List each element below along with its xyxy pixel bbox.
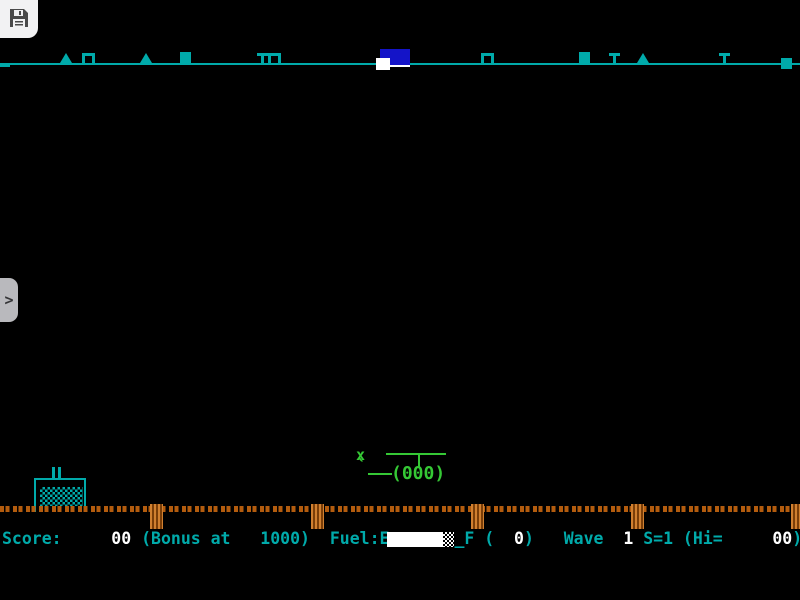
skyline-block-icon <box>579 52 590 63</box>
skyline-tower-icon <box>719 53 730 63</box>
skyline-gate-icon <box>82 53 95 63</box>
fuel-depot-roof <box>34 478 86 480</box>
skyline-block-icon <box>781 58 792 69</box>
chevron-right-icon: > <box>4 291 14 309</box>
fence-post-icon <box>791 504 800 529</box>
ship-hi-label: S=1 (Hi= <box>633 529 773 548</box>
wave-label: ) Wave <box>523 529 624 548</box>
depot-chimney-icon <box>52 467 55 478</box>
status-bar: Score: 00 (Bonus at 1000) Fuel:E _F ( 0) … <box>2 529 800 549</box>
hi-score-value: 00 <box>772 529 793 548</box>
ground-strip <box>0 506 800 512</box>
floppy-icon <box>8 7 30 32</box>
wave-value: 1 <box>623 529 634 548</box>
fence-post-icon <box>150 504 163 529</box>
helicopter-hook: ` <box>356 456 368 478</box>
skyline-player-marker-cursor <box>376 58 390 70</box>
helicopter-body: (000) <box>391 463 446 484</box>
fence-post-icon <box>631 504 644 529</box>
fuel-depot-wall <box>34 478 36 512</box>
helicopter-marker: x <box>356 446 366 464</box>
skyline-left-step <box>0 63 10 67</box>
fuel-qty-value: 0 <box>514 529 524 548</box>
fence-post-icon <box>471 504 484 529</box>
skyline-tree-icon <box>60 53 72 63</box>
depot-chimney-icon <box>58 467 61 478</box>
helicopter-rotor-icon <box>386 453 446 455</box>
score-label: Score: <box>2 529 112 548</box>
skyline-gate-icon <box>481 53 494 63</box>
skyline-player-marker-underline <box>390 65 410 67</box>
skyline-gate-icon <box>268 53 281 63</box>
fuel-suffix: _F ( <box>454 529 515 548</box>
bonus-text: (Bonus at 1000) Fuel:E <box>131 529 390 548</box>
fuel-gauge-bar <box>387 532 443 547</box>
skyline-tree-icon <box>637 53 649 63</box>
save-button[interactable] <box>0 0 38 38</box>
skyline-tower-icon <box>257 53 268 63</box>
fuel-gauge-dither <box>443 532 454 547</box>
fence-post-icon <box>311 504 324 529</box>
hi-close-paren: ) <box>792 529 800 548</box>
skyline-tower-icon <box>609 53 620 63</box>
skyline-tree-icon <box>140 53 152 63</box>
fuel-depot-fill <box>40 487 83 506</box>
helicopter-mast-icon <box>418 455 420 467</box>
fuel-depot-wall <box>84 478 86 512</box>
helicopter-tow-line <box>368 473 392 475</box>
sidebar-toggle-button[interactable]: > <box>0 278 18 322</box>
score-value: 00 <box>111 529 132 548</box>
skyline-block-icon <box>180 52 191 63</box>
